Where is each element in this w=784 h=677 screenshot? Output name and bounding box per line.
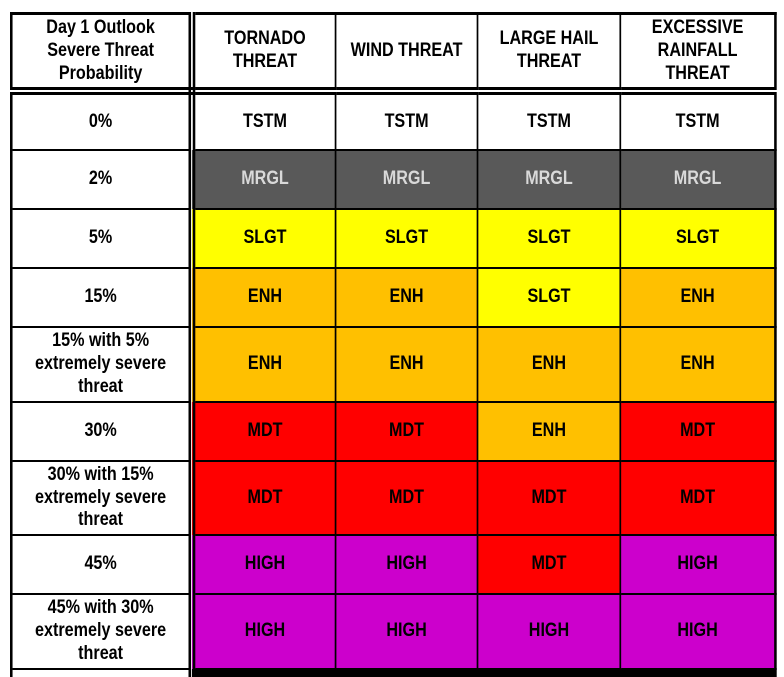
corner-header: Day 1 Outlook Severe Threat Probability bbox=[10, 12, 196, 96]
probability-label: 30% with 15% extremely severe threat bbox=[10, 459, 196, 537]
table-scale-wrapper: Day 1 Outlook Severe Threat Probability … bbox=[10, 12, 777, 677]
threat-level-cell: ENH bbox=[476, 326, 622, 403]
threat-level-cell: SIG bbox=[619, 667, 777, 677]
threat-level-cell: ENH bbox=[619, 267, 777, 329]
probability-label: 2% bbox=[10, 149, 196, 211]
table-row: 15% ENH ENH SLGT ENH bbox=[10, 267, 777, 329]
threat-level-cell: ENH bbox=[191, 326, 337, 403]
probability-label: 5% bbox=[10, 208, 196, 270]
threat-level-cell: HIGH bbox=[476, 593, 622, 670]
probability-label: 15% with 5% extremely severe threat bbox=[10, 326, 196, 403]
table-row: 45% HIGH HIGH MDT HIGH bbox=[10, 534, 777, 596]
threat-level-cell: TSTM bbox=[476, 90, 622, 152]
column-header-wind: WIND THREAT bbox=[334, 12, 479, 96]
threat-level-cell: HIGH bbox=[191, 593, 337, 670]
probability-label: 45% with 30% extremely severe threat bbox=[10, 593, 196, 670]
severe-threat-probability-table: Day 1 Outlook Severe Threat Probability … bbox=[10, 12, 777, 677]
table-row: 2% MRGL MRGL MRGL MRGL bbox=[10, 149, 777, 211]
threat-level-cell: MDT bbox=[191, 459, 337, 537]
threat-level-cell: MDT bbox=[476, 534, 622, 596]
threat-level-cell: MRGL bbox=[619, 149, 777, 211]
threat-level-cell: MRGL bbox=[334, 149, 479, 211]
threat-level-cell: ENH bbox=[619, 326, 777, 403]
threat-level-cell: TSTM bbox=[334, 90, 479, 152]
table-row: 5% SLGT SLGT SLGT SLGT bbox=[10, 208, 777, 270]
table-body: 0% TSTM TSTM TSTM TSTM 2% MRGL MRGL MRGL MRGL 5% SL… bbox=[10, 90, 777, 677]
threat-level-cell: SIG bbox=[334, 667, 479, 677]
probability-label: 60% bbox=[10, 667, 196, 677]
threat-level-cell: SLGT bbox=[476, 208, 622, 270]
threat-level-cell: MDT bbox=[334, 459, 479, 537]
threat-level-cell: HIGH bbox=[334, 534, 479, 596]
threat-level-cell: MDT bbox=[619, 400, 777, 462]
threat-level-cell: HIGH bbox=[619, 593, 777, 670]
column-header-excessive-rainfall: EXCESSIVE RAINFALL THREAT bbox=[619, 12, 777, 96]
threat-level-cell: SIG bbox=[476, 667, 622, 677]
threat-level-cell: SLGT bbox=[476, 267, 622, 329]
threat-level-cell: HIGH bbox=[619, 534, 777, 596]
threat-level-cell: ENH bbox=[476, 400, 622, 462]
table-row: 60%SIGSIGSIGSIG bbox=[10, 667, 777, 677]
threat-level-cell: HIGH bbox=[334, 593, 479, 670]
threat-level-cell: ENH bbox=[334, 267, 479, 329]
threat-level-cell: MDT bbox=[334, 400, 479, 462]
table-row: 45% with 30% extremely severe threat HIGH… bbox=[10, 593, 777, 670]
table-header-row: Day 1 Outlook Severe Threat Probability … bbox=[10, 12, 777, 96]
table-row: 30% with 15% extremely severe threat MDT M… bbox=[10, 459, 777, 537]
threat-level-cell: MDT bbox=[191, 400, 337, 462]
table-row: 30% MDT MDT ENH MDT bbox=[10, 400, 777, 462]
table-row: 0% TSTM TSTM TSTM TSTM bbox=[10, 90, 777, 152]
threat-level-cell: MRGL bbox=[191, 149, 337, 211]
probability-label: 0% bbox=[10, 90, 196, 152]
threat-level-cell: MRGL bbox=[476, 149, 622, 211]
probability-label: 30% bbox=[10, 400, 196, 462]
table-row: 15% with 5% extremely severe threat ENH EN… bbox=[10, 326, 777, 403]
threat-level-cell: MDT bbox=[476, 459, 622, 537]
probability-label: 45% bbox=[10, 534, 196, 596]
threat-level-cell: SLGT bbox=[191, 208, 337, 270]
column-header-large-hail: LARGE HAIL THREAT bbox=[476, 12, 622, 96]
threat-level-cell: HIGH bbox=[191, 534, 337, 596]
threat-level-cell: SLGT bbox=[619, 208, 777, 270]
threat-level-cell: SLGT bbox=[334, 208, 479, 270]
threat-level-cell: SIG bbox=[191, 667, 337, 677]
threat-level-cell: ENH bbox=[191, 267, 337, 329]
threat-level-cell: TSTM bbox=[619, 90, 777, 152]
threat-level-cell: TSTM bbox=[191, 90, 337, 152]
probability-label: 15% bbox=[10, 267, 196, 329]
threat-level-cell: ENH bbox=[334, 326, 479, 403]
column-header-tornado: TORNADO THREAT bbox=[191, 12, 337, 96]
threat-level-cell: MDT bbox=[619, 459, 777, 537]
